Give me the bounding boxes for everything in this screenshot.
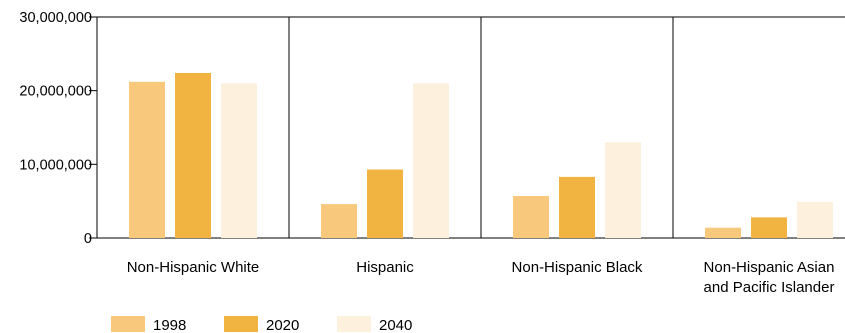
bar-2040-1 [413,83,449,238]
bar-2020-3 [751,217,787,238]
bar-1998-0 [129,81,165,239]
y-tick-label: 30,000,000 [19,10,92,26]
y-tick-label: 0 [84,231,92,247]
category-label: Non-Hispanic Asian [704,259,835,276]
y-tick-label: 20,000,000 [19,84,92,100]
y-tick-label: 10,000,000 [19,157,92,173]
y-axis-ticks: 0 10,000,000 20,000,000 30,000,000 [19,10,97,247]
bar-2040-0 [221,83,257,238]
legend-swatch-2040 [337,316,371,332]
category-label: Non-Hispanic Black [512,259,643,276]
category-label: Hispanic [356,259,414,276]
legend-label-2040: 2040 [379,317,412,333]
bar-1998-3 [705,227,741,238]
legend-label-2020: 2020 [266,317,299,333]
legend-swatch-1998 [111,316,145,332]
legend-label-1998: 1998 [153,317,186,333]
category-label: and Pacific Islander [704,279,835,296]
bars [129,72,833,239]
bar-1998-1 [321,204,357,238]
bar-2040-3 [797,201,833,238]
bar-2020-2 [559,176,595,238]
bar-2040-2 [605,142,641,238]
bar-2020-1 [367,169,403,238]
legend-swatch-2020 [224,316,258,332]
bar-2020-0 [175,72,211,238]
category-label: Non-Hispanic White [127,259,260,276]
bar-1998-2 [513,196,549,238]
legend: 1998 2020 2040 [111,316,412,333]
x-axis-categories: Non-Hispanic White Hispanic Non-Hispanic B… [127,259,835,296]
